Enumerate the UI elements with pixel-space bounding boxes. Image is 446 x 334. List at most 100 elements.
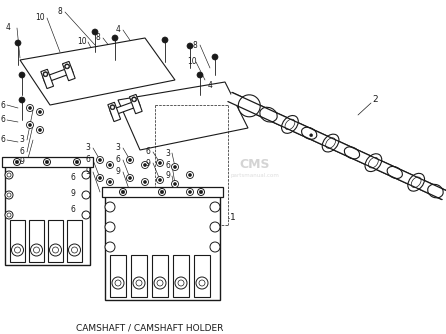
Circle shape (120, 188, 127, 195)
Circle shape (136, 280, 142, 286)
Circle shape (310, 134, 313, 137)
Circle shape (99, 159, 102, 162)
Circle shape (173, 166, 177, 168)
Circle shape (199, 190, 203, 194)
Circle shape (7, 173, 11, 177)
Circle shape (158, 178, 161, 181)
Circle shape (158, 188, 165, 195)
Circle shape (158, 162, 161, 165)
Circle shape (5, 211, 13, 219)
Text: 6: 6 (0, 116, 5, 125)
Circle shape (186, 171, 194, 178)
Circle shape (37, 109, 44, 116)
Circle shape (121, 190, 125, 194)
Bar (131, 255, 147, 297)
Circle shape (110, 105, 115, 110)
Text: 6: 6 (145, 148, 150, 157)
Bar (105, 195, 220, 300)
Text: 3: 3 (86, 144, 91, 153)
Circle shape (15, 40, 21, 46)
Circle shape (173, 182, 177, 185)
Circle shape (210, 222, 220, 232)
Circle shape (189, 190, 191, 193)
Circle shape (105, 202, 115, 212)
Text: 6: 6 (70, 205, 75, 214)
Bar (152, 255, 168, 297)
Text: 2: 2 (372, 96, 378, 105)
Circle shape (26, 122, 33, 129)
Ellipse shape (260, 107, 277, 122)
Ellipse shape (387, 166, 402, 178)
Ellipse shape (281, 116, 298, 133)
Circle shape (107, 162, 113, 168)
Circle shape (115, 280, 121, 286)
Circle shape (65, 64, 70, 69)
Circle shape (160, 190, 164, 194)
Ellipse shape (368, 157, 378, 168)
Circle shape (157, 176, 164, 183)
Ellipse shape (301, 127, 317, 139)
Bar (67, 220, 82, 262)
Circle shape (210, 242, 220, 252)
Ellipse shape (408, 173, 425, 191)
Circle shape (197, 72, 203, 78)
Circle shape (66, 65, 68, 67)
Circle shape (38, 111, 41, 114)
Circle shape (128, 176, 132, 179)
Circle shape (144, 180, 146, 183)
Circle shape (5, 171, 13, 179)
Circle shape (45, 160, 49, 164)
Text: partsmanual.com: partsmanual.com (231, 172, 280, 177)
Circle shape (96, 174, 103, 181)
Circle shape (108, 180, 112, 183)
Text: 9: 9 (86, 167, 91, 176)
Circle shape (19, 72, 25, 78)
Polygon shape (43, 67, 73, 83)
Circle shape (29, 107, 32, 110)
Circle shape (43, 72, 48, 77)
Circle shape (198, 188, 205, 195)
Circle shape (26, 105, 33, 112)
Text: 6: 6 (0, 101, 5, 110)
Circle shape (172, 164, 178, 170)
Circle shape (189, 173, 191, 176)
Circle shape (157, 280, 163, 286)
Text: CAMSHAFT / CAMSHAFT HOLDER: CAMSHAFT / CAMSHAFT HOLDER (76, 324, 224, 333)
Circle shape (69, 244, 80, 256)
Circle shape (5, 191, 13, 199)
Circle shape (38, 129, 41, 132)
Circle shape (128, 159, 132, 162)
Circle shape (105, 222, 115, 232)
Ellipse shape (238, 95, 260, 117)
Circle shape (13, 159, 21, 166)
Ellipse shape (322, 134, 339, 152)
Polygon shape (228, 93, 446, 199)
Text: 10: 10 (35, 13, 45, 22)
Text: 9: 9 (20, 158, 25, 167)
Text: 3: 3 (20, 136, 25, 145)
Circle shape (175, 277, 187, 289)
Text: 8: 8 (58, 7, 62, 16)
Text: 4: 4 (116, 25, 120, 34)
Bar (102, 187, 223, 197)
Polygon shape (20, 38, 175, 105)
Circle shape (212, 54, 218, 60)
Circle shape (141, 178, 149, 185)
Circle shape (157, 160, 164, 167)
Circle shape (37, 127, 44, 134)
Bar (5, 165, 90, 265)
Circle shape (133, 277, 145, 289)
Text: 8: 8 (193, 40, 198, 49)
Text: 4: 4 (207, 80, 212, 90)
Circle shape (105, 242, 115, 252)
Circle shape (132, 97, 136, 102)
Bar (173, 255, 189, 297)
Text: 1: 1 (230, 213, 236, 222)
Circle shape (107, 178, 113, 185)
Circle shape (15, 160, 19, 164)
Circle shape (75, 160, 79, 164)
Circle shape (178, 280, 184, 286)
Bar (48, 220, 63, 262)
Text: 6: 6 (116, 156, 120, 165)
Circle shape (92, 29, 98, 35)
